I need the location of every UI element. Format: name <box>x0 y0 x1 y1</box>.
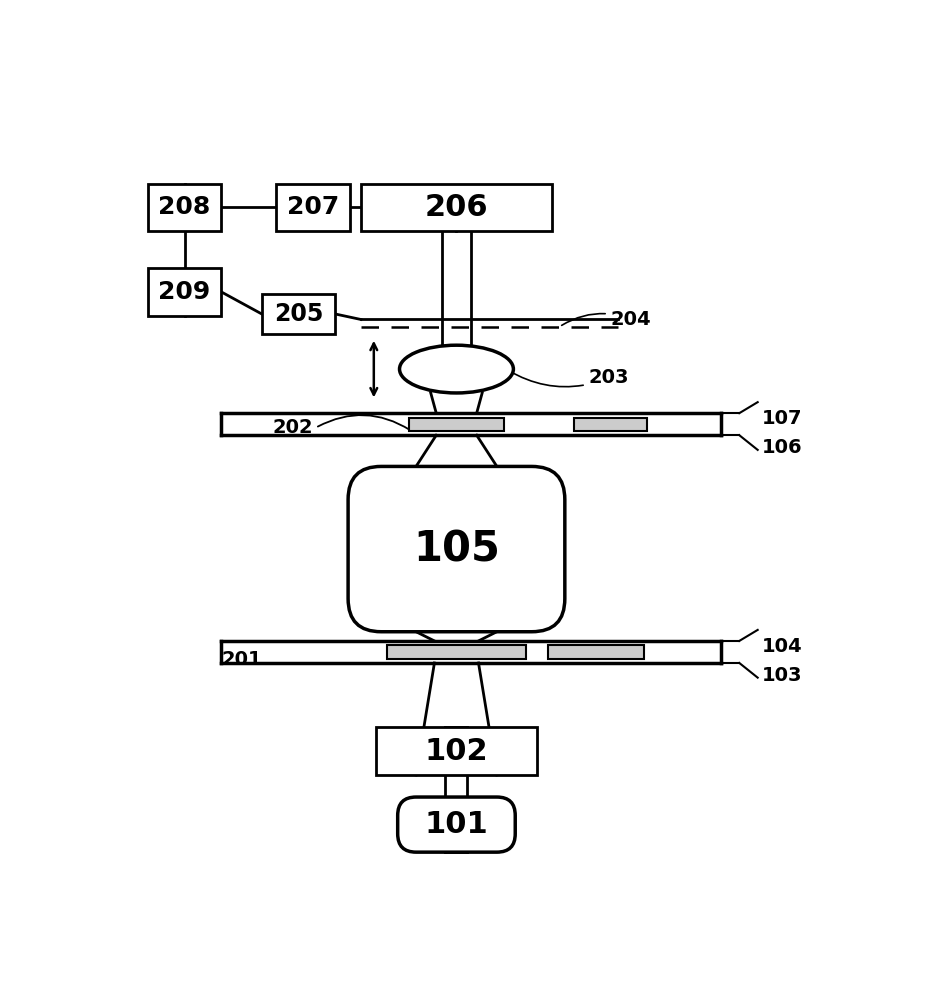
FancyBboxPatch shape <box>348 466 565 632</box>
Bar <box>387 645 526 659</box>
Text: 101: 101 <box>425 810 488 839</box>
Bar <box>548 645 644 659</box>
Bar <box>262 294 336 334</box>
Bar <box>574 418 647 431</box>
Bar <box>361 184 552 231</box>
Bar <box>409 418 504 431</box>
Text: 106: 106 <box>761 438 802 457</box>
Text: 104: 104 <box>761 637 802 656</box>
Text: 206: 206 <box>425 193 488 222</box>
Text: 203: 203 <box>508 368 629 387</box>
Bar <box>277 184 350 231</box>
Text: 201: 201 <box>221 650 262 669</box>
Text: 107: 107 <box>761 409 802 428</box>
Ellipse shape <box>399 345 514 393</box>
Text: 202: 202 <box>273 418 313 437</box>
Text: 207: 207 <box>287 195 339 219</box>
Bar <box>375 727 538 775</box>
FancyBboxPatch shape <box>398 797 516 852</box>
Text: 205: 205 <box>274 302 323 326</box>
Bar <box>148 184 221 231</box>
Text: 105: 105 <box>413 528 500 570</box>
Text: 102: 102 <box>425 737 488 766</box>
Text: 209: 209 <box>158 280 210 304</box>
Text: 103: 103 <box>761 666 802 685</box>
Bar <box>148 268 221 316</box>
Text: 204: 204 <box>561 310 651 329</box>
Text: 208: 208 <box>158 195 210 219</box>
